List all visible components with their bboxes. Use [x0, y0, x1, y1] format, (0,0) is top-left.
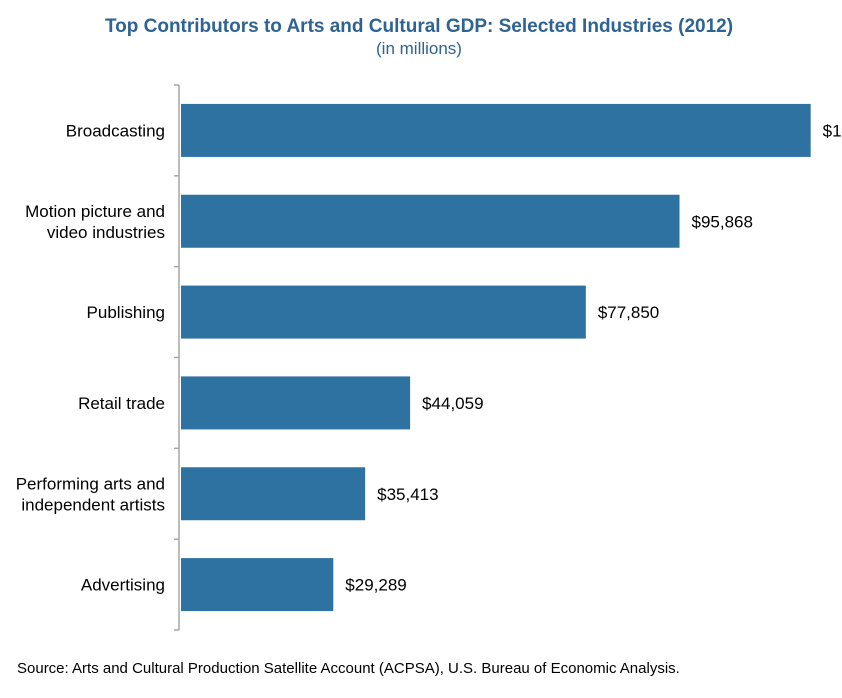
bar-0 — [181, 103, 811, 157]
value-label-4: $35,413 — [377, 485, 438, 504]
value-label-5: $29,289 — [345, 576, 406, 595]
category-label-4: Performing arts and independent artists — [16, 474, 165, 514]
category-label-line: Advertising — [81, 576, 165, 595]
category-label-5: Advertising — [81, 576, 165, 595]
category-label-line: Broadcasting — [66, 121, 165, 140]
source-note: Source: Arts and Cultural Production Sat… — [17, 660, 680, 677]
bar-1 — [181, 194, 680, 248]
value-labels: $121,091 $95,868 $77,850 $44,059 $35,413 $29,… — [345, 121, 842, 594]
value-label-0: $121,091 — [823, 121, 842, 140]
category-label-line: Motion picture and — [25, 202, 165, 221]
value-label-2: $77,850 — [598, 303, 659, 322]
category-axis — [174, 84, 180, 631]
category-label-0: Broadcasting — [66, 121, 165, 140]
category-label-line: Publishing — [87, 303, 165, 322]
chart-title: Top Contributors to Arts and Cultural GD… — [105, 16, 733, 37]
bar-chart: Top Contributors to Arts and Cultural GD… — [16, 16, 842, 631]
category-label-line: Performing arts and — [16, 474, 165, 493]
value-label-3: $44,059 — [422, 394, 483, 413]
bar-4 — [181, 467, 366, 521]
category-label-line: video industries — [47, 223, 165, 242]
bar-5 — [181, 558, 334, 612]
bar-3 — [181, 376, 411, 430]
category-label-3: Retail trade — [78, 394, 165, 413]
bar-series — [181, 103, 811, 612]
chart-subtitle: (in millions) — [376, 39, 462, 58]
bar-2 — [181, 285, 586, 339]
category-label-line: independent artists — [21, 495, 165, 514]
category-label-line: Retail trade — [78, 394, 165, 413]
category-label-1: Motion picture and video industries — [25, 202, 165, 242]
category-label-2: Publishing — [87, 303, 165, 322]
value-label-1: $95,868 — [692, 212, 753, 231]
category-labels: Broadcasting Motion picture and video indu… — [16, 121, 165, 594]
